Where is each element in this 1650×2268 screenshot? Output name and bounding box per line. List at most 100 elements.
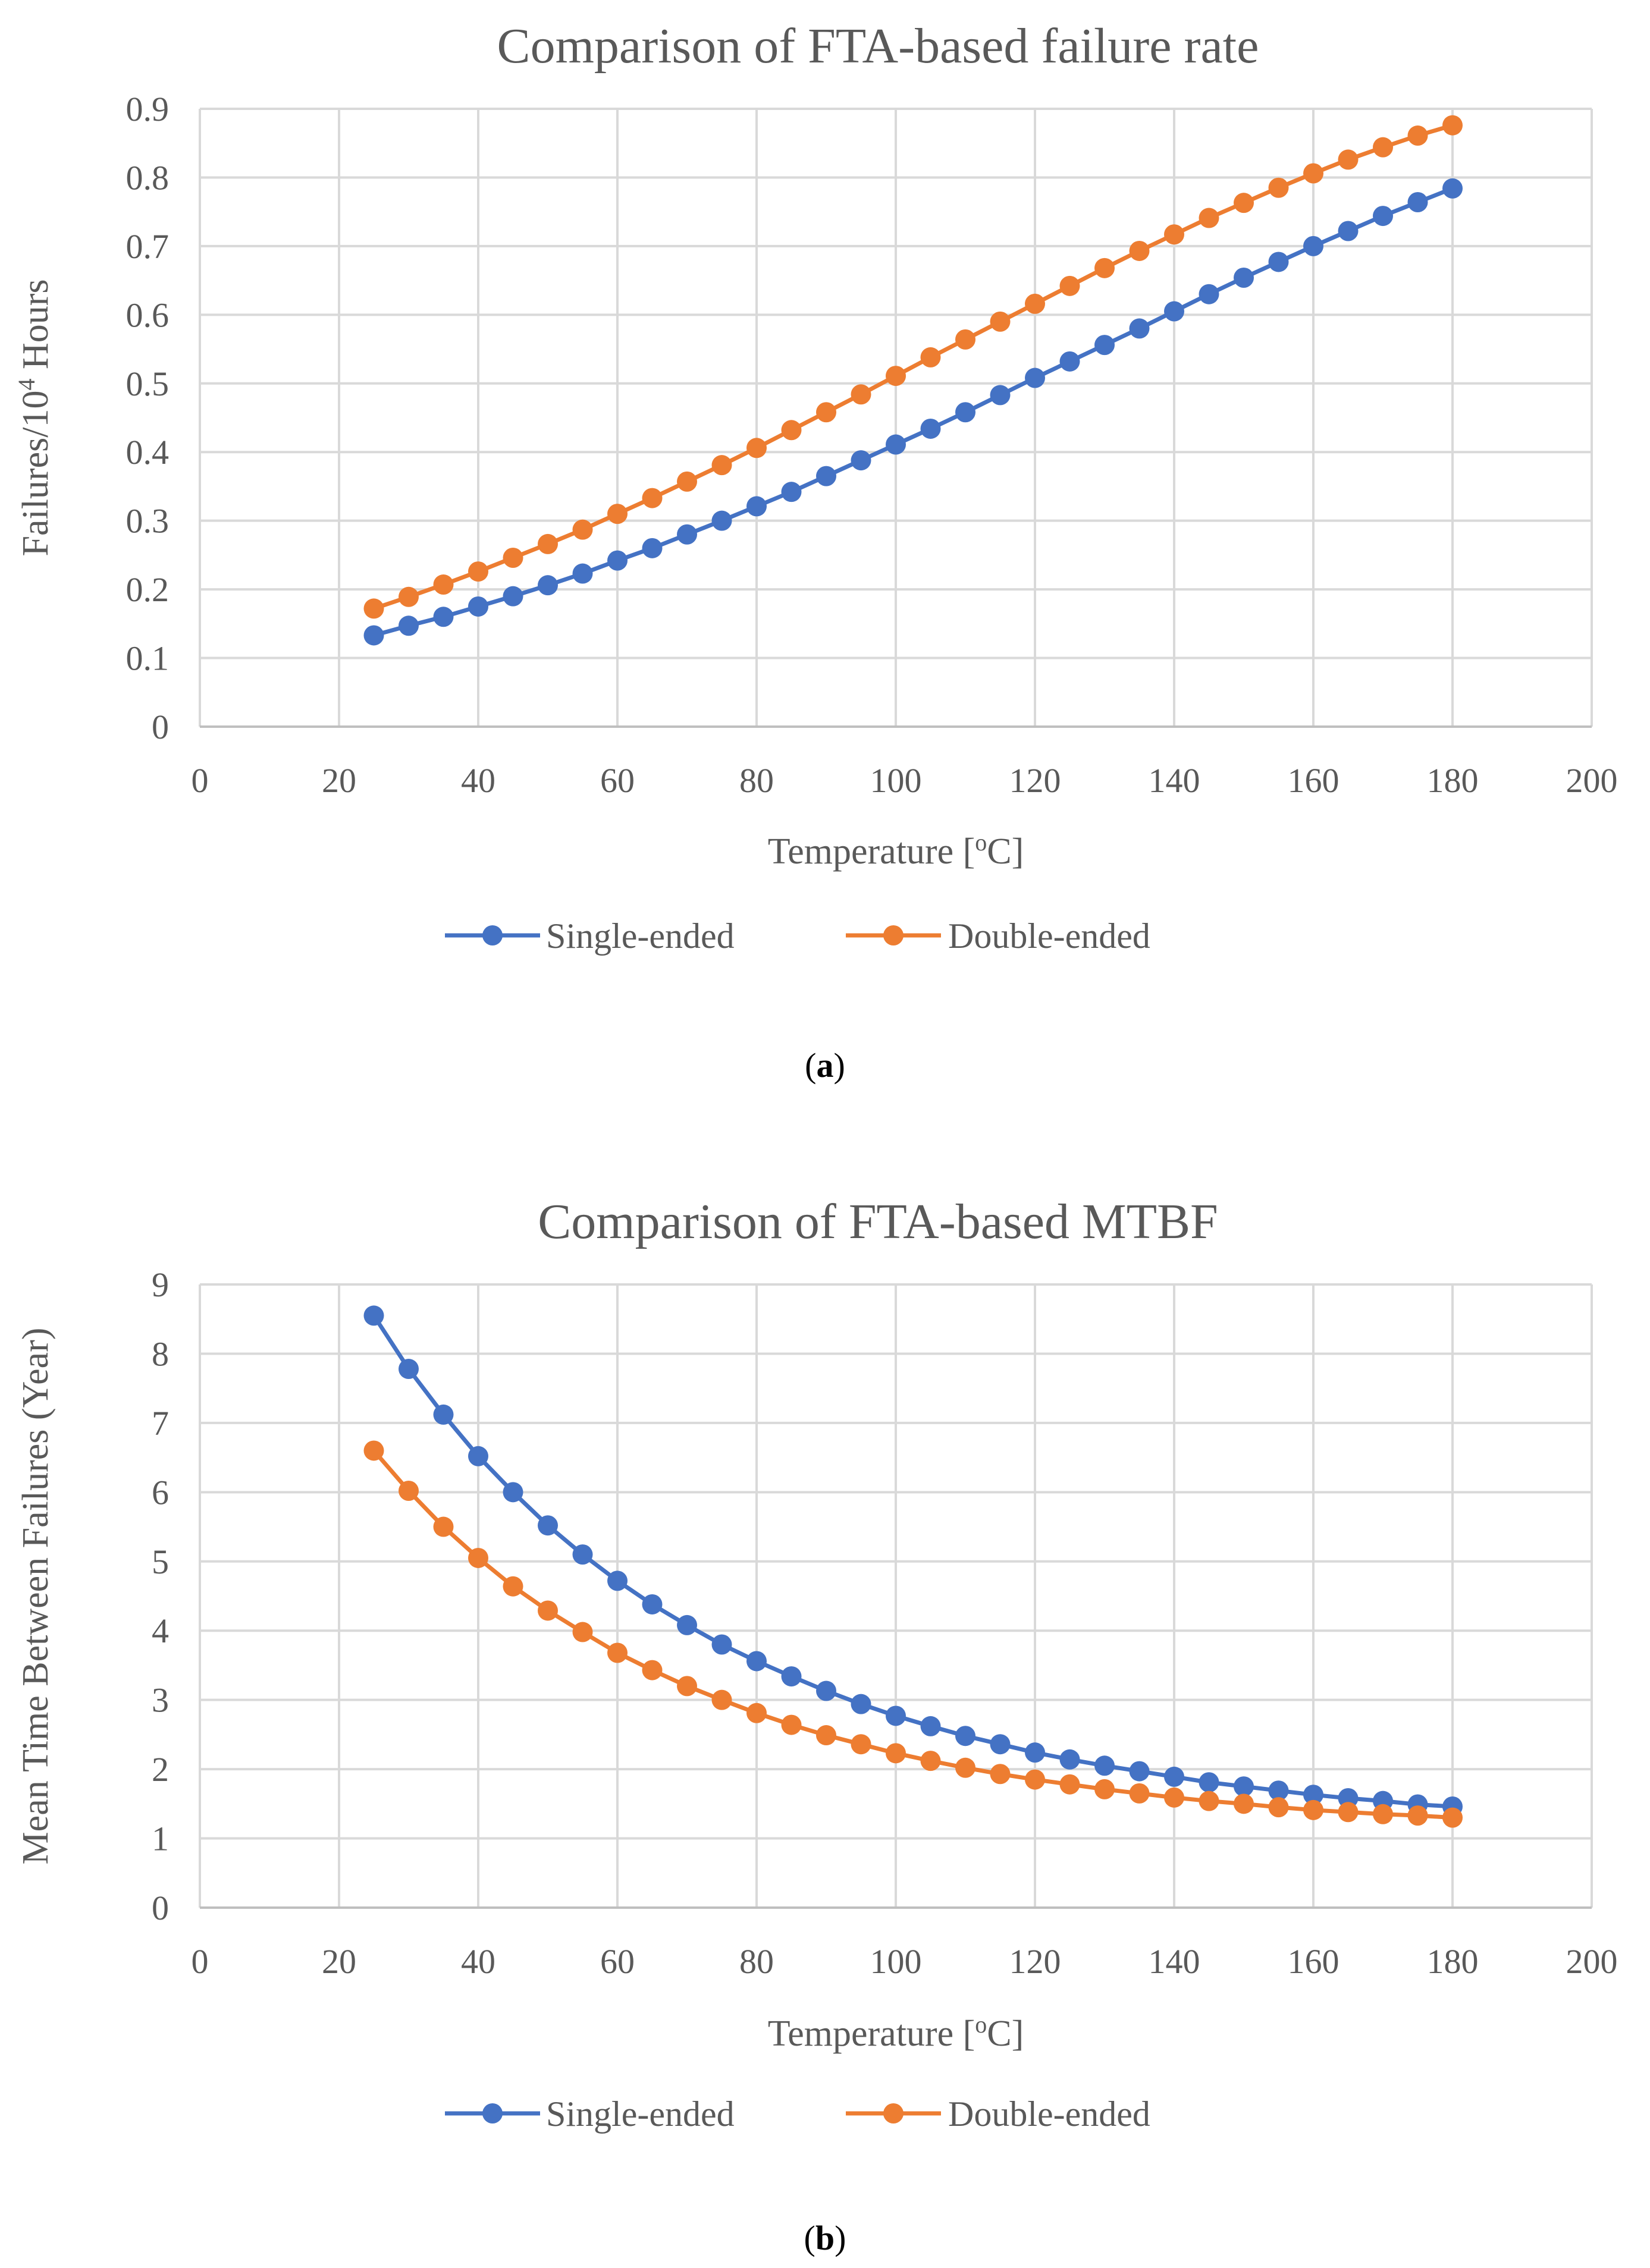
data-point: [990, 311, 1011, 332]
series-single-ended: [363, 178, 1463, 646]
data-point: [503, 586, 523, 607]
data-point: [503, 1576, 523, 1597]
data-point: [746, 496, 767, 517]
data-point: [851, 1694, 871, 1714]
data-point: [920, 347, 941, 367]
data-point: [1199, 1790, 1219, 1811]
data-point: [1199, 208, 1219, 228]
data-point: [990, 385, 1011, 406]
x-tick-label: 0: [192, 761, 209, 800]
data-point: [1303, 1799, 1323, 1820]
data-point: [1373, 1804, 1393, 1824]
x-tick-label: 140: [1149, 1942, 1200, 1981]
data-point: [955, 329, 975, 350]
y-tick-label: 7: [152, 1404, 169, 1443]
data-point: [1129, 240, 1150, 261]
data-point: [851, 1734, 871, 1755]
data-point: [642, 538, 663, 558]
data-point: [851, 450, 871, 471]
series-double-ended: [363, 115, 1463, 619]
data-point: [746, 1651, 767, 1672]
x-axis-label: Temperature [oC]: [768, 2011, 1024, 2054]
y-tick-label: 9: [152, 1265, 169, 1304]
data-point: [1059, 1749, 1080, 1770]
data-point: [1234, 1793, 1254, 1814]
x-tick-label: 80: [739, 761, 774, 800]
data-point: [677, 1614, 697, 1635]
series-single-ended: [363, 1305, 1463, 1817]
data-point: [1025, 1742, 1045, 1763]
data-point: [711, 455, 732, 476]
data-point: [607, 1570, 628, 1591]
data-point: [399, 1359, 419, 1380]
data-point: [1094, 257, 1115, 278]
legend-marker: [482, 925, 503, 945]
y-tick-label: 0: [152, 1889, 169, 1927]
legend-item-double-ended: Double-ended: [846, 916, 1150, 956]
data-point: [1338, 1802, 1359, 1823]
data-point: [920, 418, 941, 439]
data-point: [399, 615, 419, 636]
legend-label: Single-ended: [546, 2094, 735, 2134]
data-point: [1234, 1776, 1254, 1797]
x-axis-label: Temperature [oC]: [768, 829, 1024, 872]
data-point: [886, 1705, 906, 1726]
y-tick-label: 1: [152, 1820, 169, 1858]
data-point: [1025, 293, 1045, 314]
legend-marker: [883, 2103, 904, 2123]
data-point: [1442, 178, 1463, 199]
y-tick-label: 0.1: [126, 639, 170, 678]
data-point: [433, 1516, 454, 1537]
data-point: [990, 1734, 1011, 1755]
data-point: [538, 575, 558, 596]
y-tick-label: 0.5: [126, 365, 170, 403]
x-tick-label: 60: [600, 761, 635, 800]
y-tick-label: 6: [152, 1473, 169, 1512]
data-point: [363, 598, 384, 619]
data-point: [1407, 125, 1428, 146]
y-tick-label: 0.8: [126, 158, 170, 197]
data-point: [920, 1751, 941, 1771]
series-double-ended: [363, 1440, 1463, 1828]
legend-item-double-ended: Double-ended: [846, 2094, 1150, 2134]
data-point: [468, 1547, 488, 1568]
caption-b: (b): [804, 2219, 846, 2257]
data-point: [990, 1764, 1011, 1785]
data-point: [1338, 149, 1359, 170]
data-point: [1025, 1769, 1045, 1790]
y-tick-label: 0.7: [126, 227, 170, 266]
data-point: [1303, 163, 1323, 184]
y-tick-label: 2: [152, 1750, 169, 1789]
data-point: [1025, 367, 1045, 388]
data-point: [363, 1305, 384, 1326]
data-point: [816, 1680, 836, 1701]
y-tick-label: 0.4: [126, 433, 170, 472]
data-point: [886, 434, 906, 455]
data-point: [920, 1716, 941, 1736]
chart-a: 0 0.1 0.2 0.3 0.4 0.5 0.6 0.7 0.8 0.9 0 20 40 60 80 100…: [13, 18, 1618, 956]
data-point: [781, 482, 802, 502]
data-point: [1129, 1761, 1150, 1782]
data-point: [1164, 224, 1184, 245]
data-point: [1303, 235, 1323, 256]
data-point: [468, 561, 488, 582]
data-point: [1094, 1779, 1115, 1799]
data-point: [711, 510, 732, 531]
data-point: [816, 402, 836, 423]
data-point: [711, 1634, 732, 1655]
data-point: [1094, 335, 1115, 356]
data-point: [781, 1666, 802, 1687]
x-tick-label: 80: [739, 1942, 774, 1981]
data-point: [503, 548, 523, 568]
data-point: [746, 1702, 767, 1723]
data-point: [433, 1404, 454, 1425]
caption-a: (a): [805, 1046, 845, 1085]
y-tick-label: 0.9: [126, 90, 170, 128]
x-tick-label: 120: [1009, 1942, 1061, 1981]
y-tick-label: 8: [152, 1334, 169, 1373]
data-point: [677, 1676, 697, 1697]
data-point: [1199, 284, 1219, 304]
x-tick-label: 180: [1427, 1942, 1479, 1981]
data-point: [363, 1440, 384, 1461]
